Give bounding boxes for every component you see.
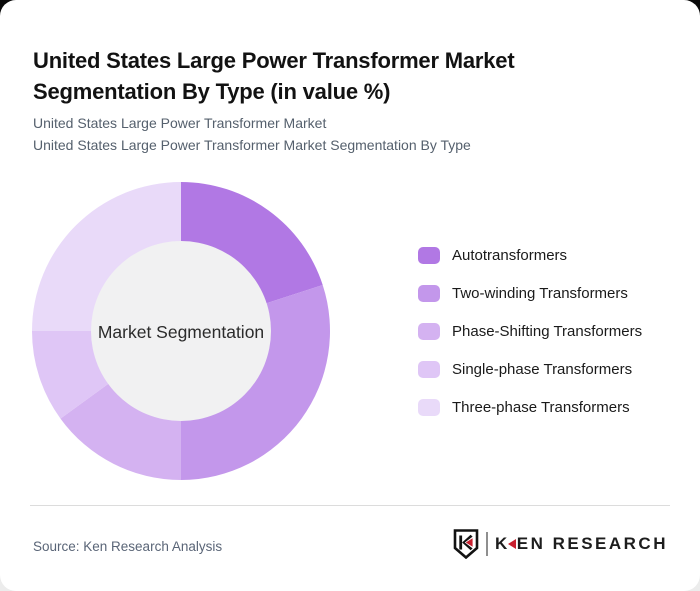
ken-research-logo: K EN RESEARCH xyxy=(453,528,668,559)
logo-separator xyxy=(485,531,488,556)
legend-item-two-winding: Two-winding Transformers xyxy=(418,285,642,302)
donut-segment-three-phase-transformers xyxy=(32,182,181,331)
footer-divider xyxy=(30,505,670,506)
subtitle-block: United States Large Power Transformer Ma… xyxy=(33,112,471,156)
ken-research-shield-icon xyxy=(453,528,479,559)
logo-text-rest: EN RESEARCH xyxy=(516,533,668,553)
donut-segment-two-winding-transformers xyxy=(181,284,331,480)
subtitle-line-1: United States Large Power Transformer Ma… xyxy=(33,115,327,131)
legend-label: Two-winding Transformers xyxy=(452,285,628,302)
chart-legend: Autotransformers Two-winding Transformer… xyxy=(418,247,642,416)
donut-center-circle xyxy=(91,241,271,421)
subtitle-line-2: United States Large Power Transformer Ma… xyxy=(33,137,471,153)
legend-label: Phase-Shifting Transformers xyxy=(452,323,643,340)
legend-label: Three-phase Transformers xyxy=(452,399,630,416)
donut-segment-single-phase-transformers xyxy=(32,331,113,419)
legend-label: Autotransformers xyxy=(452,247,568,264)
legend-label: Single-phase Transformers xyxy=(452,361,633,378)
donut-chart xyxy=(31,181,331,481)
legend-swatch xyxy=(418,399,440,416)
legend-item-three-phase: Three-phase Transformers xyxy=(418,399,642,416)
legend-item-autotransformers: Autotransformers xyxy=(418,247,642,264)
legend-swatch xyxy=(418,285,440,302)
donut-segment-autotransformers xyxy=(181,182,323,305)
legend-item-phase-shifting: Phase-Shifting Transformers xyxy=(418,323,642,340)
source-note: Source: Ken Research Analysis xyxy=(33,539,223,554)
page-title: United States Large Power Transformer Ma… xyxy=(33,47,515,104)
donut-svg xyxy=(32,182,331,480)
red-triangle-icon xyxy=(507,538,516,549)
legend-swatch xyxy=(418,247,440,264)
legend-item-single-phase: Single-phase Transformers xyxy=(418,361,642,378)
logo-letter-k: K xyxy=(494,533,510,553)
logo-wordmark: K EN RESEARCH xyxy=(495,534,668,554)
legend-swatch xyxy=(418,323,440,340)
legend-swatch xyxy=(418,361,440,378)
donut-segment-phase-shifting-transformers xyxy=(60,380,181,480)
